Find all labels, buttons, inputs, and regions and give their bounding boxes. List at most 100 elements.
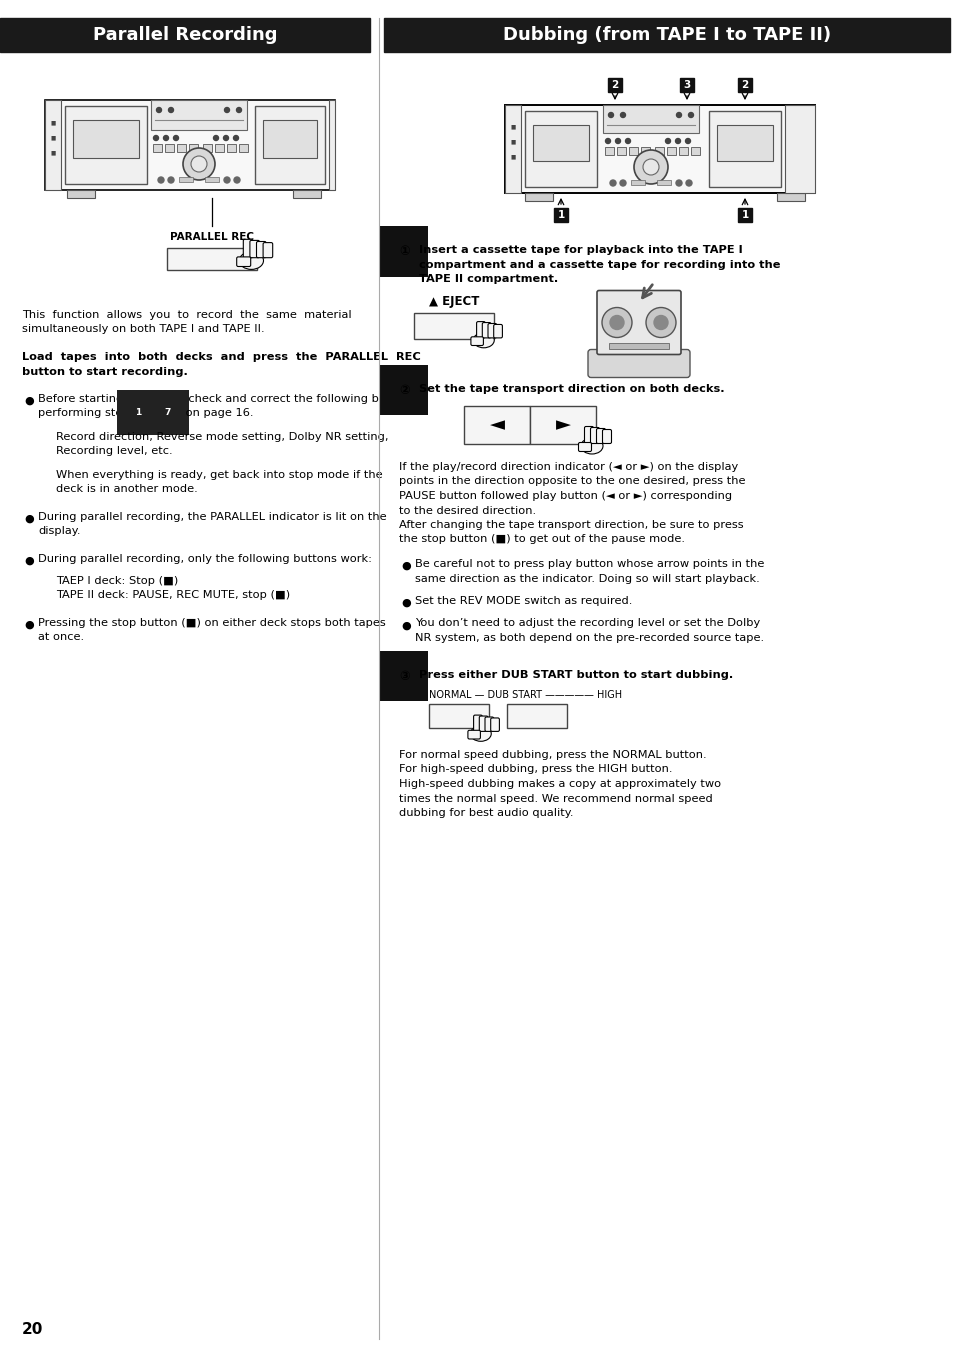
Bar — [554, 208, 567, 223]
Bar — [179, 177, 193, 182]
Bar — [533, 125, 588, 161]
FancyBboxPatch shape — [602, 429, 611, 444]
FancyBboxPatch shape — [467, 730, 480, 739]
Circle shape — [619, 179, 625, 186]
Circle shape — [615, 139, 619, 143]
Bar — [666, 147, 676, 155]
Text: compartment and a cassette tape for recording into the: compartment and a cassette tape for reco… — [418, 259, 780, 270]
Text: After changing the tape transport direction, be sure to press: After changing the tape transport direct… — [398, 519, 742, 530]
FancyBboxPatch shape — [494, 325, 502, 337]
Bar — [504, 105, 814, 193]
Circle shape — [645, 308, 676, 337]
Text: ●: ● — [400, 621, 411, 630]
Circle shape — [156, 108, 161, 112]
Bar — [630, 179, 644, 185]
Bar — [679, 147, 687, 155]
Text: ②: ② — [398, 383, 409, 397]
Bar — [655, 147, 663, 155]
Text: Record direction, Reverse mode setting, Dolby NR setting,: Record direction, Reverse mode setting, … — [56, 432, 388, 442]
Bar — [717, 125, 772, 161]
Circle shape — [183, 148, 214, 179]
Bar — [628, 147, 638, 155]
Circle shape — [685, 139, 690, 143]
Ellipse shape — [470, 726, 491, 742]
Circle shape — [173, 135, 178, 140]
FancyBboxPatch shape — [263, 243, 273, 258]
Text: 1: 1 — [134, 407, 141, 417]
FancyBboxPatch shape — [473, 715, 482, 731]
Bar — [239, 144, 248, 152]
Text: ■: ■ — [510, 124, 515, 130]
Text: Be careful not to press play button whose arrow points in the: Be careful not to press play button whos… — [415, 558, 763, 569]
Bar — [177, 144, 186, 152]
Text: TAPE II deck: PAUSE, REC MUTE, stop (■): TAPE II deck: PAUSE, REC MUTE, stop (■) — [56, 590, 290, 600]
Text: points in the direction opposite to the one desired, press the: points in the direction opposite to the … — [398, 476, 744, 487]
Text: During parallel recording, only the following buttons work:: During parallel recording, only the foll… — [38, 554, 372, 564]
Circle shape — [665, 139, 670, 143]
Text: Parallel Recording: Parallel Recording — [92, 26, 277, 45]
Circle shape — [169, 108, 173, 112]
Circle shape — [634, 150, 667, 183]
Text: This  function  allows  you  to  record  the  same  material: This function allows you to record the s… — [22, 310, 352, 320]
Text: 7: 7 — [165, 407, 171, 417]
Text: -: - — [153, 407, 165, 418]
Text: Insert a cassette tape for playback into the TAPE I: Insert a cassette tape for playback into… — [418, 246, 742, 255]
Bar — [530, 406, 596, 444]
Bar — [203, 144, 212, 152]
Text: ▲ EJECT: ▲ EJECT — [428, 295, 478, 309]
Circle shape — [236, 108, 241, 112]
Text: High-speed dubbing makes a copy at approximately two: High-speed dubbing makes a copy at appro… — [398, 778, 720, 789]
Circle shape — [688, 112, 693, 117]
Bar — [602, 105, 699, 134]
Circle shape — [609, 316, 623, 329]
Bar — [429, 704, 489, 728]
Bar — [165, 144, 173, 152]
Bar — [604, 147, 614, 155]
Text: For normal speed dubbing, press the NORMAL button.: For normal speed dubbing, press the NORM… — [398, 750, 706, 759]
FancyBboxPatch shape — [476, 321, 485, 337]
Text: Set the tape transport direction on both decks.: Set the tape transport direction on both… — [418, 383, 724, 394]
Text: If the play/record direction indicator (◄ or ►) on the display: If the play/record direction indicator (… — [398, 461, 738, 472]
Bar — [45, 100, 335, 190]
Text: button to start recording.: button to start recording. — [22, 367, 188, 376]
Circle shape — [233, 177, 240, 183]
Text: TAEP I deck: Stop (■): TAEP I deck: Stop (■) — [56, 576, 178, 585]
Circle shape — [223, 135, 229, 140]
Circle shape — [605, 139, 610, 143]
Text: ●: ● — [24, 397, 33, 406]
Text: Before starting recording, check and correct the following by: Before starting recording, check and cor… — [38, 394, 385, 403]
FancyBboxPatch shape — [484, 718, 494, 731]
Text: ●: ● — [400, 561, 411, 571]
Bar — [263, 120, 316, 158]
Text: You don’t need to adjust the recording level or set the Dolby: You don’t need to adjust the recording l… — [415, 618, 760, 629]
Bar — [524, 111, 597, 188]
Text: Set the REV MODE switch as required.: Set the REV MODE switch as required. — [415, 596, 632, 606]
Text: ●: ● — [24, 621, 33, 630]
Ellipse shape — [473, 333, 494, 348]
Text: Pressing the stop button (■) on either deck stops both tapes: Pressing the stop button (■) on either d… — [38, 618, 385, 629]
Circle shape — [619, 112, 625, 117]
Circle shape — [685, 179, 691, 186]
Bar — [227, 144, 235, 152]
Text: 2: 2 — [740, 80, 748, 90]
Text: During parallel recording, the PARALLEL indicator is lit on the: During parallel recording, the PARALLEL … — [38, 513, 386, 522]
Text: Load  tapes  into  both  decks  and  press  the  PARALLEL  REC: Load tapes into both decks and press the… — [22, 352, 420, 362]
Circle shape — [224, 108, 230, 112]
Bar — [189, 144, 198, 152]
Ellipse shape — [580, 438, 602, 455]
FancyBboxPatch shape — [250, 240, 259, 258]
Text: TAPE II compartment.: TAPE II compartment. — [418, 274, 558, 285]
Text: 1: 1 — [557, 210, 564, 220]
Text: 2: 2 — [611, 80, 618, 90]
Text: ●: ● — [24, 556, 33, 567]
Text: simultaneously on both TAPE I and TAPE II.: simultaneously on both TAPE I and TAPE I… — [22, 324, 264, 335]
Bar — [151, 100, 247, 130]
Text: display.: display. — [38, 526, 80, 536]
Text: ◄: ◄ — [489, 415, 504, 434]
Bar — [657, 179, 670, 185]
Bar — [738, 208, 751, 223]
Bar — [776, 193, 804, 201]
Bar — [784, 105, 814, 193]
Bar — [708, 111, 781, 188]
Text: ■: ■ — [51, 151, 55, 155]
